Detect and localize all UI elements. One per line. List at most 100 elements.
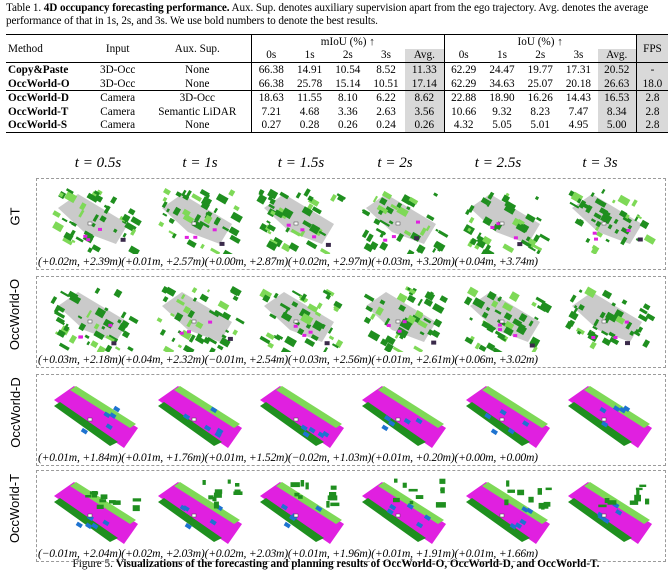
vegetation-voxel [601, 289, 613, 300]
object-voxel [402, 320, 407, 324]
vegetation-voxel [629, 330, 635, 336]
vegetation-voxel [200, 201, 210, 211]
vegetation-voxel [75, 236, 84, 243]
iou-cell: 25.07 [527, 77, 553, 90]
car-voxel [182, 413, 191, 420]
vegetation-voxel [55, 304, 66, 313]
vegetation-voxel [328, 335, 335, 341]
vegetation-voxel [621, 299, 628, 305]
vegetation-voxel [327, 495, 338, 501]
vegetation-voxel [576, 330, 582, 335]
miou-cell: 11.33 [405, 62, 444, 77]
vegetation-voxel [392, 346, 404, 352]
vegetation-voxel [174, 312, 184, 322]
coordinate-value: (+0.00m, +2.87m) [204, 255, 288, 268]
ego-vehicle [293, 319, 299, 324]
vegetation-voxel [481, 320, 493, 331]
vegetation-voxel [269, 313, 277, 320]
fps-cell: 18.0 [635, 76, 668, 91]
vegetation-voxel [161, 201, 168, 209]
vegetation-voxel [327, 327, 334, 334]
vegetation-voxel [361, 229, 370, 239]
vegetation-voxel [217, 300, 230, 311]
vegetation-voxel [333, 300, 343, 309]
planning-coordinates: (−0.01m, +2.04m)(+0.02m, +2.03m)(+0.02m,… [38, 547, 668, 560]
car-voxel [599, 406, 607, 414]
iou-cell: 22.88 [443, 90, 483, 105]
car-voxel [406, 503, 414, 510]
ego-vehicle [87, 513, 93, 518]
vegetation-voxel [127, 208, 136, 216]
vegetation-voxel [639, 219, 650, 230]
figure-caption-title: Visualizations of the forecasting and pl… [115, 558, 600, 570]
row-label: GT [0, 178, 30, 254]
vegetation-voxel [576, 198, 582, 204]
vegetation-voxel [416, 244, 426, 254]
table-row: OccWorld-T Camera Semantic LiDAR 7.21 4.68 3.… [6, 104, 668, 119]
object-voxel [193, 235, 198, 239]
ego-vehicle [499, 513, 505, 518]
vegetation-voxel [229, 286, 242, 297]
vegetation-voxel [303, 188, 311, 197]
object-voxel [592, 231, 597, 235]
vegetation-voxel [433, 318, 443, 328]
method-cell: OccWorld-S [8, 119, 68, 132]
scene-visualization [568, 482, 652, 544]
input-cell: Camera [100, 105, 136, 118]
iou-cell: 5.00 [597, 118, 637, 133]
iou-cell: 16.26 [527, 92, 553, 105]
vegetation-voxel [440, 487, 445, 494]
car-voxel [103, 411, 111, 419]
vegetation-voxel [407, 287, 411, 291]
vegetation-voxel [409, 500, 414, 505]
miou-cell: 17.14 [405, 76, 444, 91]
vegetation-voxel [199, 189, 210, 198]
vegetation-voxel [302, 220, 313, 229]
ego-vehicle [293, 417, 299, 422]
vegetation-voxel [325, 288, 335, 297]
scene-visualization [156, 286, 245, 352]
car-voxel [484, 412, 492, 420]
vegetation-voxel [463, 296, 473, 306]
time-header: t = 1.5s [251, 155, 351, 172]
coordinate-value: (+0.02m, +2.39m) [38, 255, 122, 268]
time-header: t = 0.5s [48, 155, 148, 172]
vegetation-voxel [322, 347, 328, 352]
car-voxel [91, 522, 99, 530]
scene-visualization [568, 386, 652, 448]
vegetation-voxel [467, 286, 479, 298]
car-voxel [288, 514, 297, 522]
vegetation-voxel [363, 316, 372, 325]
ego-vehicle [293, 513, 299, 518]
vegetation-voxel [388, 220, 394, 225]
miou-cell: 8.52 [376, 63, 396, 76]
vegetation-voxel [225, 329, 230, 334]
time-header: t = 3s [550, 155, 650, 172]
car-voxel [216, 427, 224, 435]
vegetation-voxel [587, 329, 592, 336]
vegetation-voxel [639, 307, 648, 315]
miou-cell: 18.63 [251, 90, 291, 105]
miou-cell: 14.91 [296, 63, 323, 76]
vegetation-voxel [90, 340, 99, 349]
sidewalk-band [276, 482, 342, 524]
iou-cell: 16.53 [597, 90, 637, 105]
ego-vehicle [601, 221, 607, 226]
vegetation-voxel [283, 307, 290, 316]
vegetation-voxel [427, 329, 434, 336]
ego-vehicle [191, 221, 197, 226]
car-voxel [214, 431, 222, 438]
vegetation-voxel [85, 495, 92, 498]
vegetation-voxel [480, 197, 490, 206]
vegetation-voxel [331, 343, 339, 349]
iou-cell: 8.34 [597, 104, 637, 119]
car-voxel [615, 509, 623, 516]
vegetation-voxel [91, 222, 96, 228]
iou-cell: 26.63 [597, 76, 637, 91]
object-voxel [414, 236, 420, 241]
vegetation-voxel [543, 501, 551, 507]
sub-0s: 0s [251, 48, 291, 63]
aux-cell: Semantic LiDAR [158, 105, 237, 118]
scene-visualization [256, 188, 346, 254]
vegetation-voxel [113, 228, 118, 233]
